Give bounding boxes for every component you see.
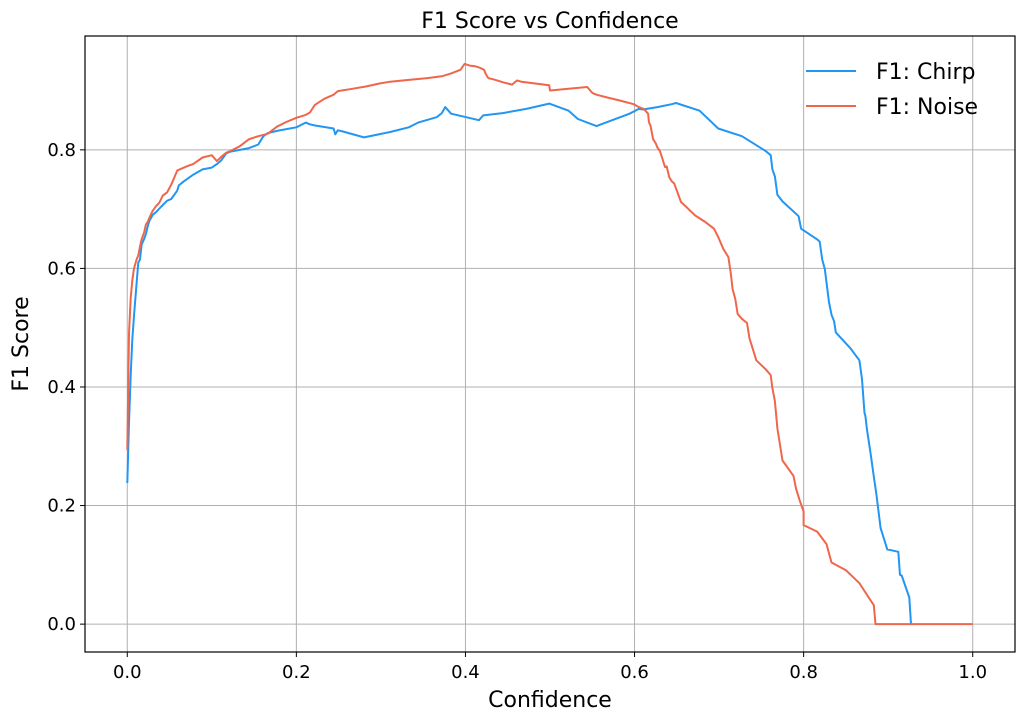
y-axis-label: F1 Score xyxy=(9,296,34,391)
series-line-f1-noise xyxy=(126,62,973,626)
chart-title: F1 Score vs Confidence xyxy=(421,9,678,34)
legend: F1: Chirp F1: Noise xyxy=(806,60,978,120)
legend-label-chirp: F1: Chirp xyxy=(876,60,975,85)
x-tick-label: 1.0 xyxy=(958,662,987,683)
legend-label-noise: F1: Noise xyxy=(876,95,978,120)
x-axis-ticks: 0.0 0.2 0.4 0.6 0.8 1.0 xyxy=(113,652,987,683)
y-tick-label: 0.4 xyxy=(47,377,76,398)
plot-frame xyxy=(84,35,1016,653)
series-line-f1-chirp xyxy=(126,102,912,625)
y-axis-ticks: 0.0 0.2 0.4 0.6 0.8 xyxy=(47,140,85,635)
y-tick-label: 0.0 xyxy=(47,614,76,635)
y-tick-label: 0.8 xyxy=(47,140,76,161)
y-tick-label: 0.2 xyxy=(47,496,76,517)
grid xyxy=(85,36,1015,652)
plot-area xyxy=(126,62,973,626)
x-tick-label: 0.0 xyxy=(113,662,142,683)
x-tick-label: 0.6 xyxy=(620,662,649,683)
x-axis-label: Confidence xyxy=(488,688,612,713)
x-tick-label: 0.8 xyxy=(789,662,818,683)
y-tick-label: 0.6 xyxy=(47,258,76,279)
x-tick-label: 0.4 xyxy=(451,662,480,683)
x-tick-label: 0.2 xyxy=(282,662,311,683)
